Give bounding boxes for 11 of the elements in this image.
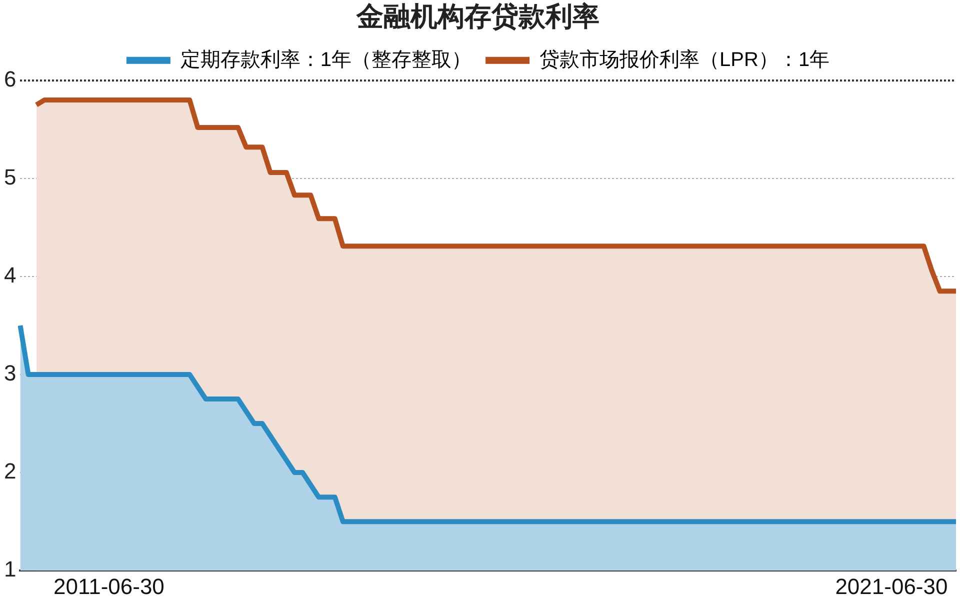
legend-label: 贷款市场报价利率（LPR）：1年: [540, 48, 830, 71]
y-tick-label: 5: [4, 164, 16, 190]
legend-label: 定期存款利率：1年（整存整取）: [180, 48, 472, 71]
x-tick-label: 2011-06-30: [54, 574, 164, 599]
y-tick-label: 6: [4, 66, 16, 92]
y-tick-label: 2: [4, 458, 16, 484]
chart-title: 金融机构存贷款利率: [356, 2, 600, 32]
x-tick-label: 2021-06-30: [835, 574, 948, 599]
y-tick-label: 4: [4, 262, 16, 288]
y-tick-label: 1: [4, 556, 16, 582]
y-tick-label: 3: [4, 360, 16, 386]
